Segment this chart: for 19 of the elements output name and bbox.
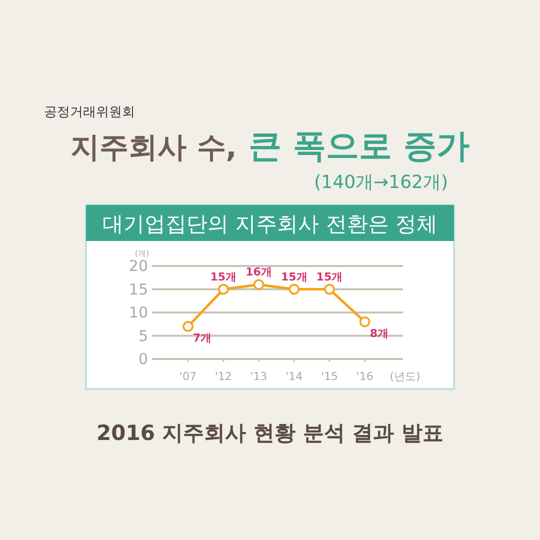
subtitle: (140개→162개): [314, 172, 448, 193]
xlabel: (년도): [390, 370, 420, 383]
annotation: 공정거래위원회: [44, 105, 135, 120]
y-tick-label: 10: [128, 304, 148, 322]
x-tick-label: '15: [320, 370, 338, 383]
x-tick-label: '07: [180, 370, 197, 383]
y-tick-label: 15: [128, 280, 148, 298]
y-tick-label: 5: [138, 326, 148, 345]
x-tick-label: '13: [250, 370, 268, 383]
annotation: 대기업집단의 지주회사 전환은 정체: [102, 212, 438, 236]
y-tick-label: 20: [128, 257, 148, 275]
y-tick-label: 0: [138, 350, 148, 368]
title: 지주회사 수, 큰 폭으로 증가: [70, 126, 470, 165]
annotation: 2016 지주회사 현황 분석 결과 발표: [96, 421, 444, 445]
ylabel: (개): [134, 249, 150, 258]
plot: 0 5 10 15 20 '07 '12 '13 '14 '15 '16 (개) (년도) 15개 16개 15개 15개 7개 8개: [128, 249, 420, 383]
x-tick-label: '12: [214, 370, 232, 383]
x-tick-label: '14: [286, 370, 303, 383]
x-tick-label: '16: [356, 370, 374, 383]
